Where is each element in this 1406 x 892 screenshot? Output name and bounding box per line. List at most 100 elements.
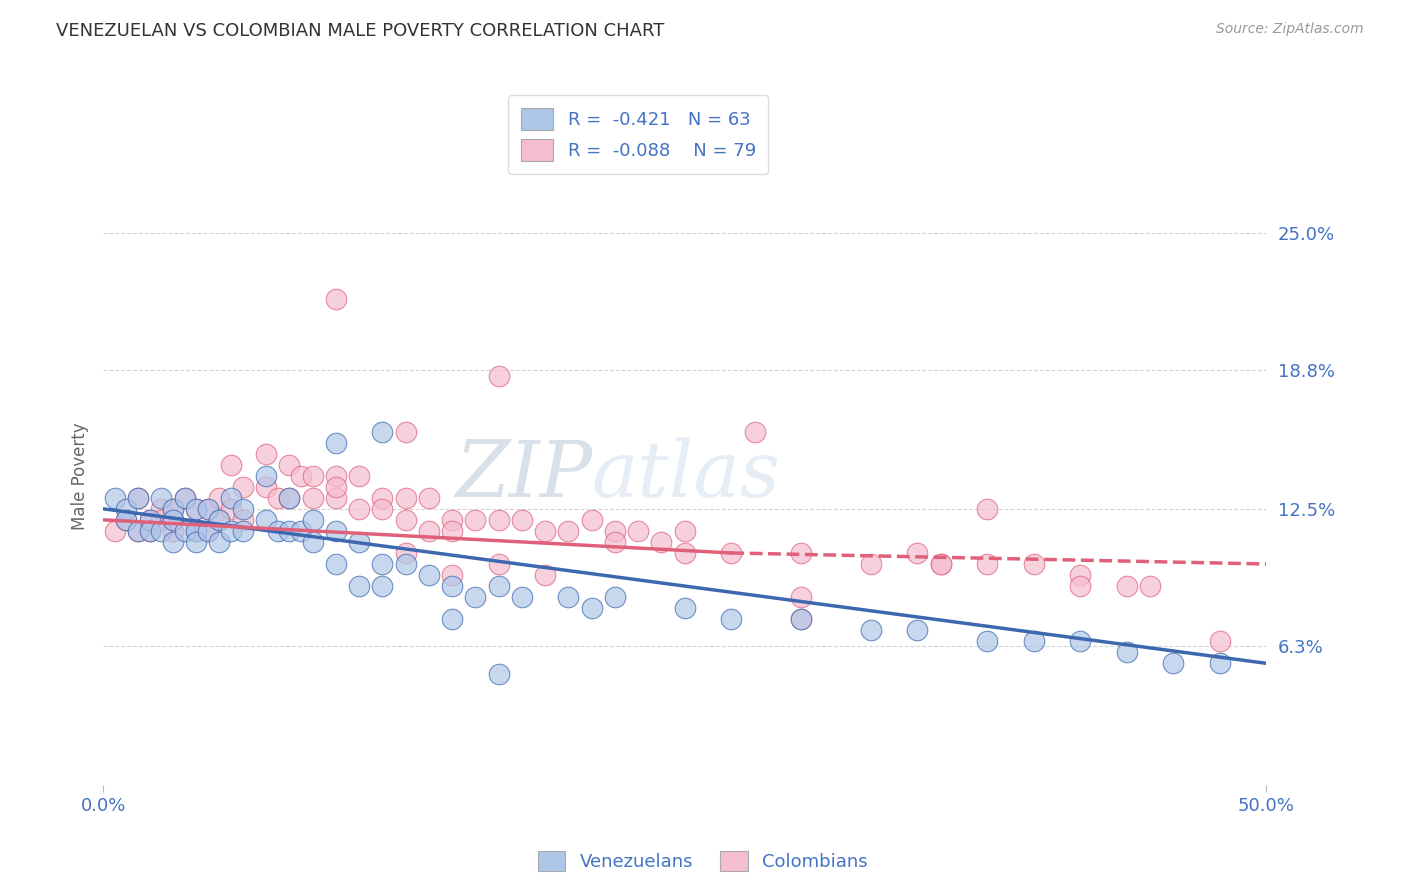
Point [162,501,184,516]
Point [266,524,288,538]
Point [929,557,952,571]
Point [197,524,219,538]
Point [208,513,231,527]
Point [325,524,347,538]
Point [557,524,579,538]
Point [173,491,195,505]
Point [278,458,301,472]
Point [186,524,208,538]
Point [488,513,510,527]
Point [1139,579,1161,593]
Text: VENEZUELAN VS COLOMBIAN MALE POVERTY CORRELATION CHART: VENEZUELAN VS COLOMBIAN MALE POVERTY COR… [56,22,665,40]
Legend: Venezuelans, Colombians: Venezuelans, Colombians [531,844,875,879]
Point [1022,557,1045,571]
Point [138,513,160,527]
Point [115,513,138,527]
Point [581,513,603,527]
Point [557,590,579,604]
Point [127,524,149,538]
Point [976,634,998,648]
Point [290,468,312,483]
Point [371,501,394,516]
Point [394,425,416,439]
Point [104,491,127,505]
Point [464,590,486,604]
Point [581,601,603,615]
Point [325,435,347,450]
Point [418,524,440,538]
Point [790,612,813,626]
Point [441,568,464,582]
Point [325,468,347,483]
Text: ZIP: ZIP [454,438,592,514]
Point [441,513,464,527]
Point [907,624,929,638]
Point [325,480,347,494]
Point [301,468,323,483]
Point [603,590,626,604]
Point [232,524,254,538]
Point [673,546,696,560]
Point [186,501,208,516]
Point [150,501,173,516]
Point [1022,634,1045,648]
Text: Source: ZipAtlas.com: Source: ZipAtlas.com [1216,22,1364,37]
Point [603,524,626,538]
Point [464,513,486,527]
Point [1069,579,1091,593]
Point [232,513,254,527]
Point [325,557,347,571]
Point [650,535,672,549]
Point [186,524,208,538]
Point [290,524,312,538]
Point [219,491,242,505]
Point [162,501,184,516]
Point [254,513,277,527]
Point [254,480,277,494]
Text: atlas: atlas [592,438,780,514]
Point [720,546,742,560]
Point [115,513,138,527]
Point [371,425,394,439]
Point [186,535,208,549]
Point [347,468,370,483]
Point [115,501,138,516]
Point [186,501,208,516]
Point [790,590,813,604]
Point [197,524,219,538]
Point [744,425,766,439]
Point [197,501,219,516]
Point [534,524,557,538]
Point [976,557,998,571]
Point [976,501,998,516]
Point [208,491,231,505]
Legend: R =  -0.421   N = 63, R =  -0.088    N = 79: R = -0.421 N = 63, R = -0.088 N = 79 [508,95,769,174]
Point [859,624,882,638]
Point [219,458,242,472]
Point [254,468,277,483]
Point [162,535,184,549]
Point [673,601,696,615]
Point [150,513,173,527]
Point [266,491,288,505]
Point [441,524,464,538]
Point [418,568,440,582]
Point [173,491,195,505]
Point [278,491,301,505]
Point [1209,657,1232,671]
Point [790,546,813,560]
Point [627,524,650,538]
Point [138,524,160,538]
Point [534,568,557,582]
Point [510,513,533,527]
Point [929,557,952,571]
Point [150,491,173,505]
Point [394,546,416,560]
Point [510,590,533,604]
Point [394,513,416,527]
Point [790,612,813,626]
Point [720,612,742,626]
Point [232,501,254,516]
Point [859,557,882,571]
Point [219,524,242,538]
